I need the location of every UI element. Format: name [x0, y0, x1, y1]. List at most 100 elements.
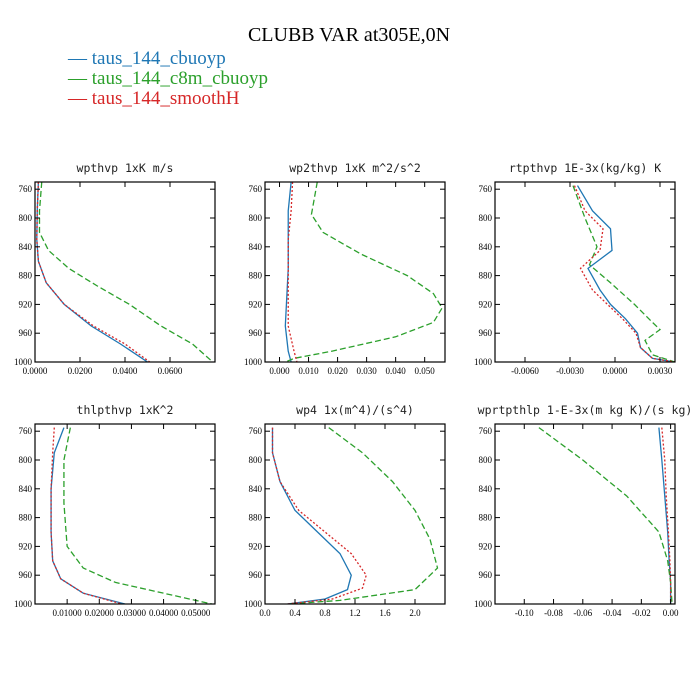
y-tick-label: 920	[479, 299, 493, 309]
plot-frame	[34, 181, 216, 363]
y-tick-label: 960	[249, 570, 263, 580]
x-tick-label: 0.020	[327, 366, 348, 376]
panel-title: wp4 1x(m^4)/(s^4)	[296, 403, 414, 417]
x-tick-label: 0.0400	[113, 366, 138, 376]
x-tick-label: 0.000	[269, 366, 290, 376]
y-tick-label: 920	[249, 299, 263, 309]
y-tick-label: 960	[249, 328, 263, 338]
y-tick-label: 840	[479, 484, 493, 494]
series-line-taus-144-c8m-cbuoyp	[572, 185, 675, 362]
x-tick-label: 0.0600	[158, 366, 183, 376]
series-line-taus-144-smoothH	[573, 185, 675, 362]
series-line-taus-144-c8m-cbuoyp	[285, 182, 443, 362]
plot-frame	[264, 423, 446, 605]
series-line-taus-144-cbuoyp	[271, 427, 352, 604]
legend: — taus_144_cbuoyp — taus_144_c8m_cbuoyp …	[67, 48, 268, 109]
y-tick-label: 1000	[474, 599, 493, 609]
y-tick-label: 1000	[14, 357, 33, 367]
panel-5: wp4 1x(m^4)/(s^4) 760 800 840 880 920 960 1000 0…	[244, 403, 446, 618]
x-tick-label: -0.08	[544, 608, 563, 618]
x-tick-label: 0.02000	[85, 608, 115, 618]
series-line-taus-144-smoothH	[661, 427, 672, 604]
series-line-taus-144-c8m-cbuoyp	[287, 427, 439, 604]
y-tick-label: 760	[19, 426, 33, 436]
y-tick-label: 800	[19, 213, 33, 223]
x-tick-label: 0.00	[663, 608, 679, 618]
x-tick-label: 0.05000	[181, 608, 211, 618]
y-tick-label: 840	[249, 242, 263, 252]
y-tick-label: 880	[19, 271, 33, 281]
series-line-taus-144-cbuoyp	[284, 182, 292, 362]
plot-frame	[34, 423, 216, 605]
y-tick-label: 880	[479, 513, 493, 523]
y-tick-label: 1000	[14, 599, 33, 609]
x-tick-label: 0.0200	[68, 366, 93, 376]
x-tick-label: 0.010	[298, 366, 319, 376]
panel-title: rtpthvp 1E-3x(kg/kg) K	[509, 161, 661, 175]
y-tick-label: 1000	[244, 599, 263, 609]
panel-title: thlpthvp 1xK^2	[77, 403, 174, 417]
series-line-taus-144-cbuoyp	[36, 182, 148, 362]
x-tick-label: 0.01000	[53, 608, 83, 618]
y-tick-label: 920	[19, 541, 33, 551]
y-tick-label: 1000	[474, 357, 493, 367]
y-tick-label: 800	[19, 455, 33, 465]
x-tick-label: 1.6	[379, 608, 391, 618]
x-tick-label: 0.04000	[149, 608, 179, 618]
panel-4: thlpthvp 1xK^2 760 800 840 880 920 960 1000 0.01…	[14, 403, 216, 618]
x-tick-label: -0.0030	[556, 366, 584, 376]
series-line-taus-144-smoothH	[271, 427, 367, 604]
x-tick-label: -0.02	[632, 608, 651, 618]
y-tick-label: 880	[479, 271, 493, 281]
x-tick-label: 0.050	[415, 366, 436, 376]
series-line-taus-144-cbuoyp	[658, 427, 672, 604]
x-tick-label: -0.06	[573, 608, 592, 618]
figure-title: CLUBB VAR at305E,0N	[248, 24, 450, 46]
y-tick-label: 960	[19, 328, 33, 338]
series-line-taus-144-c8m-cbuoyp	[38, 182, 214, 362]
panel-6: wprtpthlp 1-E-3x(m kg K)/(s kg) 760 800 840…	[474, 403, 692, 618]
panels: wpthvp 1xK m/s76080084088092096010000.00…	[14, 161, 692, 618]
y-tick-label: 800	[479, 213, 493, 223]
y-tick-label: 800	[249, 455, 263, 465]
legend-entry-smoothh: — taus_144_smoothH	[67, 88, 240, 109]
series-line-taus-144-smoothH	[36, 182, 151, 362]
x-tick-label: 0.0030	[648, 366, 673, 376]
legend-entry-cbuoyp: — taus_144_cbuoyp	[67, 48, 226, 69]
y-tick-label: 840	[19, 242, 33, 252]
panel-title: wprtpthlp 1-E-3x(m kg K)/(s kg)	[478, 403, 693, 417]
panel-title: wpthvp 1xK m/s	[77, 161, 174, 175]
y-tick-label: 760	[479, 426, 493, 436]
series-line-taus-144-c8m-cbuoyp	[63, 427, 212, 604]
series-line-taus-144-cbuoyp	[50, 427, 126, 604]
x-tick-label: 0.0000	[23, 366, 48, 376]
y-tick-label: 880	[249, 513, 263, 523]
plot-frame	[494, 423, 676, 605]
panel-1: wpthvp 1xK m/s 760 800 840 880 920 960 10000.00…	[14, 161, 216, 376]
x-tick-label: -0.10	[515, 608, 534, 618]
y-tick-label: 1000	[244, 357, 263, 367]
series-line-taus-144-cbuoyp	[576, 185, 675, 362]
y-tick-label: 760	[249, 426, 263, 436]
series-line-taus-144-smoothH	[287, 182, 298, 362]
x-tick-label: -0.0060	[511, 366, 539, 376]
series-line-taus-144-smoothH	[50, 427, 122, 604]
panel-2: wp2thvp 1xK m^2/s^2 760 800 840 880 920 960 100…	[244, 161, 446, 376]
y-tick-label: 840	[249, 484, 263, 494]
y-tick-label: 800	[249, 213, 263, 223]
y-tick-label: 760	[19, 184, 33, 194]
y-tick-label: 880	[19, 513, 33, 523]
plot-frame	[264, 181, 446, 363]
y-tick-label: 960	[19, 570, 33, 580]
x-tick-label: 1.2	[349, 608, 360, 618]
y-tick-label: 960	[479, 570, 493, 580]
x-tick-label: 0.4	[289, 608, 301, 618]
x-tick-label: 0.0000	[603, 366, 628, 376]
y-tick-label: 800	[479, 455, 493, 465]
y-tick-label: 920	[249, 541, 263, 551]
panel-title: wp2thvp 1xK m^2/s^2	[289, 161, 421, 175]
y-tick-label: 760	[249, 184, 263, 194]
x-tick-label: 2.0	[409, 608, 421, 618]
x-tick-label: 0.040	[386, 366, 407, 376]
